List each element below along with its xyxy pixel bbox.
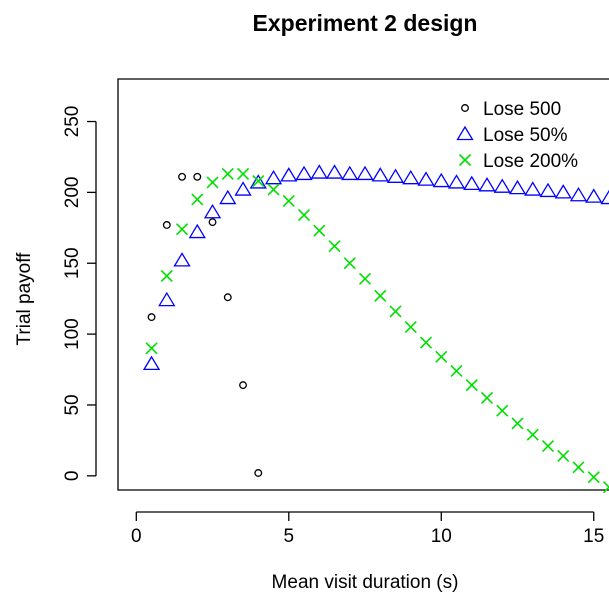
data-point [371,167,389,182]
data-point [162,221,171,229]
plot-frame [117,78,609,491]
data-point [600,189,609,205]
data-point [404,320,417,334]
data-point [358,272,372,285]
y-tick-label: 50 [62,394,83,415]
data-point [496,404,509,417]
data-point [206,176,219,189]
data-point [569,186,588,202]
legend-label: Lose 500 [483,99,561,120]
legend-marker [458,153,472,167]
data-point [511,417,524,430]
data-point [208,218,217,227]
y-axis-label: Trial payoff [14,252,35,346]
data-point [374,289,387,302]
legend: Lose 500 Lose 50% Lose 200% [456,99,578,172]
data-point [191,193,204,206]
y-tick-label: 200 [62,177,83,209]
data-point [178,172,186,181]
data-point [160,269,173,283]
data-point [193,172,202,181]
data-point [254,469,263,477]
legend-marker [456,125,474,141]
y-tick-label: 250 [62,106,83,138]
data-point [313,224,326,237]
data-point [526,428,539,441]
x-tick-label: 5 [283,526,294,547]
data-point [386,168,405,183]
data-point [450,364,463,378]
data-point [249,174,267,189]
legend-label: Lose 50% [483,125,568,146]
data-point [432,172,450,188]
data-point [417,171,435,186]
chart-title: Experiment 2 design [253,10,478,36]
data-point [480,391,494,404]
data-point [539,182,557,198]
data-point [463,175,481,191]
data-point [402,169,420,185]
x-tick-label: 15 [583,526,604,547]
data-point [585,188,603,203]
data-point [295,165,313,181]
data-point [234,181,252,196]
data-point [389,305,402,318]
data-point [145,342,158,355]
data-point [264,169,283,185]
data-point [219,189,237,205]
legend-marker [461,104,469,112]
data-point [236,167,250,181]
data-point [587,471,600,484]
data-point [541,440,555,453]
y-tick-label: 0 [62,471,83,482]
data-point [447,174,466,189]
x-tick-label: 10 [431,526,452,547]
data-point [602,481,609,494]
data-point [465,379,478,392]
data-point [325,164,344,179]
data-point [267,183,280,196]
data-point [223,293,232,302]
data-point [478,177,496,192]
data-point [343,257,356,270]
data-point [572,461,585,474]
data-point [419,336,433,349]
data-point [203,203,222,219]
data-point [280,167,298,182]
data-point [252,174,265,188]
data-point [435,350,448,363]
y-tick-label: 100 [62,318,83,350]
data-point [557,449,570,463]
x-tick-label: 0 [131,526,142,547]
data-point [524,181,542,196]
data-point [493,178,511,193]
data-point [508,179,527,195]
data-point [554,184,572,199]
data-point [175,223,189,236]
data-point [239,381,247,390]
y-tick-label: 150 [62,247,83,279]
data-point [221,167,234,181]
data-point [158,291,176,307]
series-lose-200 [145,167,609,494]
data-point [297,208,311,222]
series-lose-50 [142,164,609,371]
data-point [356,165,374,181]
data-point [328,240,341,253]
data-point [310,164,328,179]
data-point [282,194,295,207]
data-point [173,252,191,267]
series-lose-500 [147,172,263,477]
legend-label: Lose 200% [483,151,578,172]
data-point [341,165,359,181]
data-point [147,313,156,322]
data-point [188,223,206,239]
data-point [142,355,161,371]
x-axis-label: Mean visit duration (s) [272,572,459,593]
